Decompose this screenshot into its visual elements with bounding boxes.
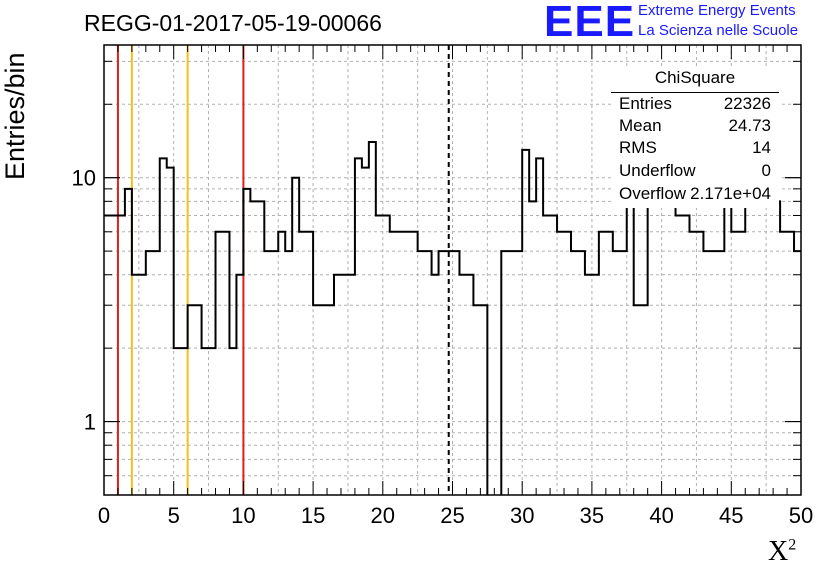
y-tick-label: 10 (72, 166, 96, 191)
stats-row-mean: Mean 24.73 (619, 116, 771, 138)
x-tick-label: 30 (510, 503, 534, 528)
stats-value: 22326 (723, 94, 771, 113)
y-axis-label: Entries/bin (0, 52, 30, 180)
x-tick-label: 35 (580, 503, 604, 528)
stats-key: Underflow (619, 161, 696, 180)
stats-value: 24.73 (728, 116, 771, 135)
x-tick-label: 10 (231, 503, 255, 528)
stats-row-rms: RMS 14 (619, 138, 771, 160)
stats-key: Mean (619, 116, 662, 135)
stats-value: 0 (761, 161, 771, 180)
chart-title: REGG-01-2017-05-19-00066 (84, 10, 382, 36)
x-tick-label: 50 (789, 503, 813, 528)
logo-subtitle-1: Extreme Energy Events (638, 2, 796, 19)
logo-subtitle-2: La Scienza nelle Scuole (638, 22, 799, 39)
x-axis-label: X2 (768, 536, 797, 567)
stats-row-entries: Entries 22326 (619, 94, 771, 116)
stats-row-underflow: Underflow 0 (619, 161, 771, 183)
stats-key: RMS (619, 138, 657, 157)
stats-box: ChiSquare Entries 22326 Mean 24.73 RMS 1… (611, 68, 779, 208)
eee-logo: EEE (544, 0, 636, 46)
x-tick-label: 20 (371, 503, 395, 528)
stats-value: 2.171e+04 (690, 184, 771, 203)
x-tick-label: 15 (301, 503, 325, 528)
stats-key: Overflow (619, 184, 687, 203)
y-axis-label-wrap: Entries/bin (0, 0, 40, 572)
y-tick-label: 1 (84, 410, 96, 435)
stats-title: ChiSquare (654, 68, 736, 87)
x-tick-label: 45 (719, 503, 743, 528)
x-tick-label: 5 (168, 503, 180, 528)
x-tick-label: 0 (98, 503, 110, 528)
stats-key: Entries (619, 94, 672, 113)
stats-value: 14 (752, 138, 771, 157)
x-tick-label: 40 (649, 503, 673, 528)
x-tick-label: 25 (440, 503, 464, 528)
stats-row-overflow: Overflow 2.171e+04 (619, 184, 771, 206)
stats-divider (611, 92, 779, 93)
